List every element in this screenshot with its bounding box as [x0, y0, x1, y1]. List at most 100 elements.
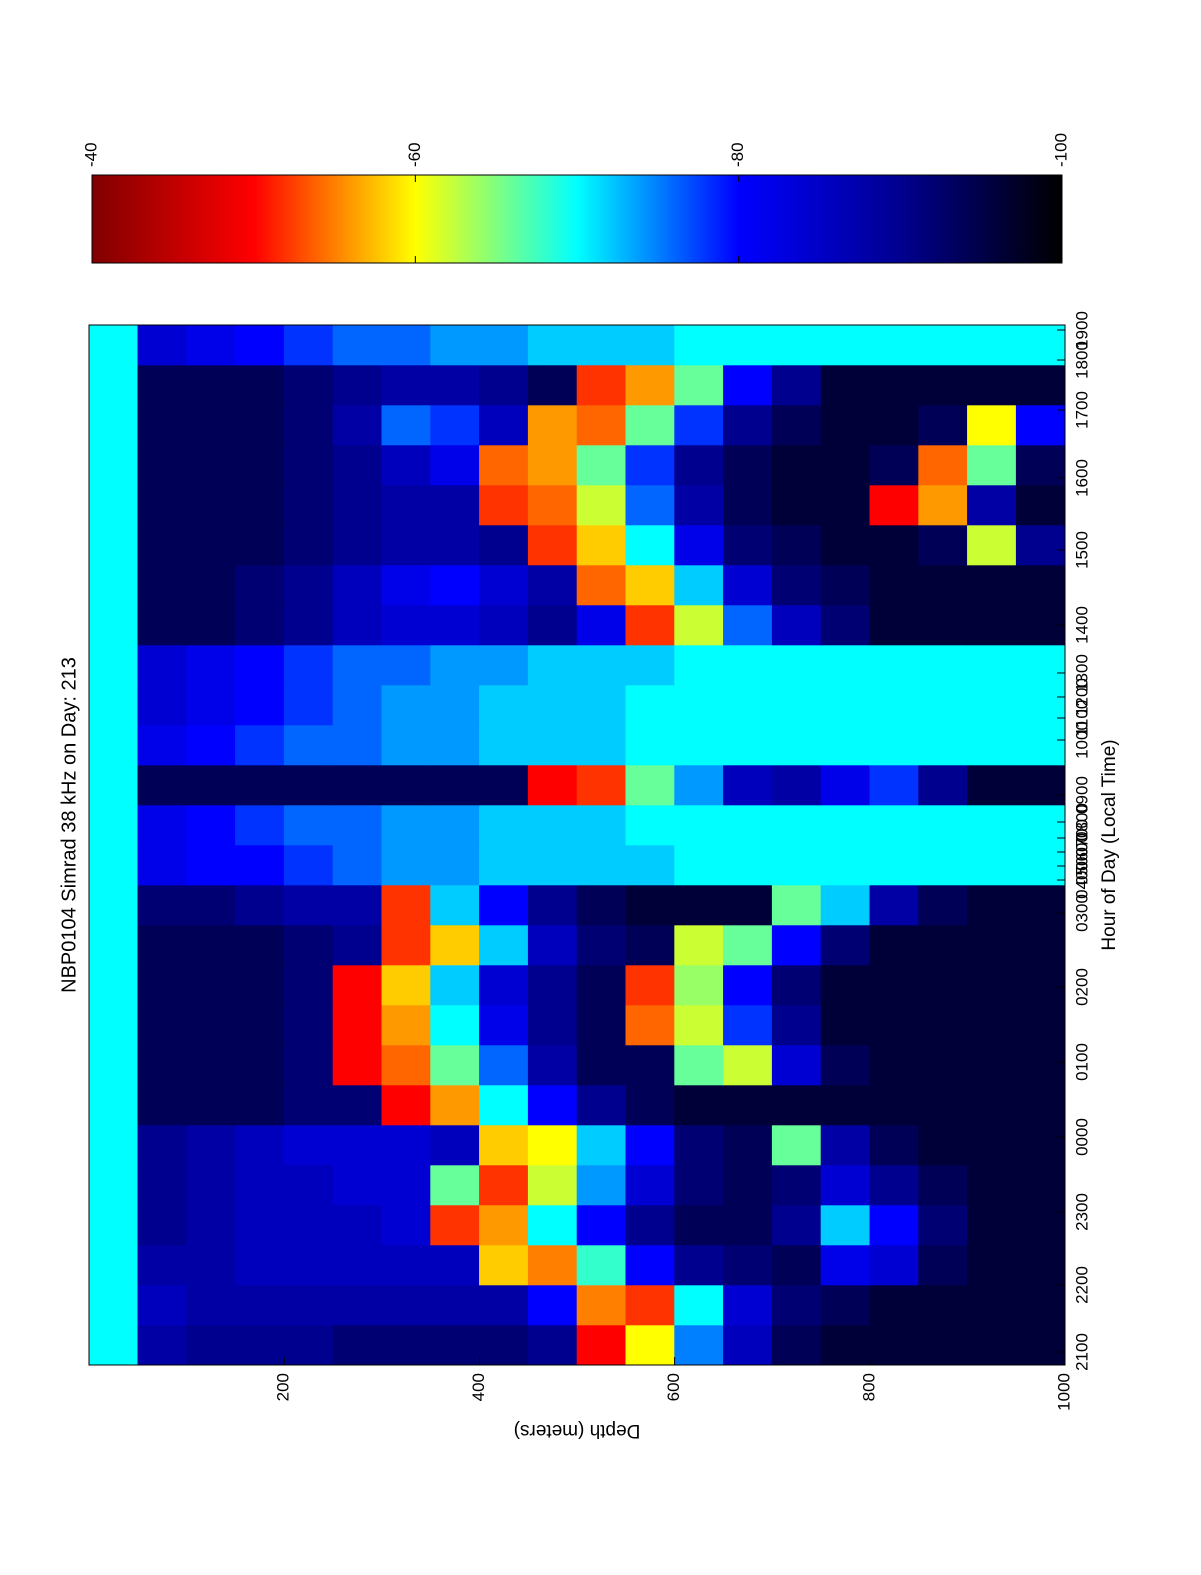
- heatmap-cell: [186, 804, 236, 846]
- heatmap-cell: [674, 564, 724, 606]
- heatmap-cell: [967, 404, 1017, 446]
- heatmap-cell: [918, 484, 968, 526]
- heatmap-cell: [723, 604, 773, 646]
- heatmap-cell: [869, 524, 919, 566]
- heatmap-cell: [527, 564, 578, 606]
- heatmap-cell: [625, 1044, 675, 1086]
- heatmap-cell: [186, 884, 236, 926]
- heatmap-cell: [1015, 684, 1066, 726]
- heatmap-cell: [967, 844, 1017, 886]
- heatmap-cell: [918, 1324, 968, 1366]
- heatmap-cell: [1015, 764, 1066, 806]
- heatmap-cell: [1015, 1124, 1066, 1166]
- heatmap-cell: [381, 1044, 431, 1086]
- heatmap-cell: [723, 804, 773, 846]
- heatmap-cell: [381, 404, 431, 446]
- heatmap-cell: [283, 1204, 334, 1246]
- heatmap-cell: [88, 924, 139, 966]
- x-tick-label: 1300: [1072, 654, 1091, 692]
- x-tick-label: 0400: [1072, 861, 1091, 899]
- heatmap-cell: [88, 1164, 139, 1206]
- heatmap-cell: [771, 1244, 822, 1286]
- heatmap-cell: [527, 804, 578, 846]
- heatmap-cell: [576, 604, 627, 646]
- heatmap-cell: [723, 484, 773, 526]
- heatmap-cell: [869, 1044, 919, 1086]
- heatmap-cell: [967, 964, 1017, 1006]
- heatmap-cell: [625, 604, 675, 646]
- heatmap-cell: [332, 524, 383, 566]
- heatmap-cell: [283, 1284, 334, 1326]
- heatmap-cell: [88, 644, 139, 686]
- heatmap-cell: [332, 1164, 383, 1206]
- heatmap-cell: [967, 1324, 1017, 1366]
- heatmap-cell: [283, 364, 334, 406]
- heatmap-cell: [771, 1204, 822, 1246]
- heatmap-cell: [820, 1204, 871, 1246]
- heatmap-cell: [332, 1244, 383, 1286]
- heatmap-cell: [625, 1284, 675, 1326]
- heatmap-cell: [430, 1084, 480, 1126]
- heatmap-cell: [674, 1244, 724, 1286]
- heatmap-cell: [479, 764, 529, 806]
- heatmap-cell: [820, 404, 871, 446]
- heatmap-cell: [918, 924, 968, 966]
- heatmap-cell: [479, 1244, 529, 1286]
- heatmap-cell: [869, 884, 919, 926]
- heatmap-cell: [527, 604, 578, 646]
- heatmap-cell: [869, 1204, 919, 1246]
- heatmap-cell: [186, 684, 236, 726]
- heatmap-cell: [1015, 1324, 1066, 1366]
- heatmap-cell: [625, 524, 675, 566]
- heatmap-cell: [430, 324, 480, 366]
- heatmap-cell: [820, 1164, 871, 1206]
- heatmap-cell: [137, 764, 187, 806]
- heatmap-cell: [235, 1284, 285, 1326]
- heatmap-cell: [479, 844, 529, 886]
- heatmap-cell: [918, 1164, 968, 1206]
- heatmap-cell: [332, 444, 383, 486]
- heatmap-cell: [430, 1004, 480, 1046]
- heatmap-cell: [137, 964, 187, 1006]
- heatmap-cell: [625, 364, 675, 406]
- heatmap-cell: [88, 1044, 139, 1086]
- heatmap-cell: [235, 444, 285, 486]
- heatmap-cell: [381, 444, 431, 486]
- heatmap-cell: [527, 1164, 578, 1206]
- heatmap-cell: [88, 444, 139, 486]
- x-tick-label: 1700: [1072, 391, 1091, 429]
- heatmap-cell: [332, 644, 383, 686]
- heatmap-cell: [723, 1204, 773, 1246]
- heatmap-cell: [1015, 444, 1066, 486]
- heatmap-cell: [137, 1004, 187, 1046]
- heatmap-cell: [527, 1204, 578, 1246]
- heatmap-cell: [527, 524, 578, 566]
- heatmap-cell: [576, 724, 627, 766]
- rotated-chart: NBP0104 Simrad 38 kHz on Day: 213 Hour o…: [58, 133, 1120, 1441]
- heatmap-cell: [479, 1324, 529, 1366]
- heatmap-cell: [381, 884, 431, 926]
- heatmap-cell: [820, 924, 871, 966]
- heatmap-cell: [820, 644, 871, 686]
- heatmap-cell: [625, 764, 675, 806]
- heatmap-cell: [625, 1124, 675, 1166]
- heatmap-cell: [576, 444, 627, 486]
- heatmap-cell: [771, 804, 822, 846]
- heatmap-cell: [186, 1244, 236, 1286]
- heatmap-cell: [186, 404, 236, 446]
- heatmap-cell: [625, 884, 675, 926]
- heatmap-cell: [283, 524, 334, 566]
- heatmap-cell: [430, 644, 480, 686]
- heatmap-cell: [674, 1164, 724, 1206]
- heatmap-cell: [918, 444, 968, 486]
- heatmap-cell: [186, 1324, 236, 1366]
- heatmap-cell: [771, 324, 822, 366]
- heatmap-cell: [723, 1004, 773, 1046]
- x-tick-label: 1600: [1072, 459, 1091, 497]
- heatmap-cell: [381, 324, 431, 366]
- heatmap-cell: [283, 1124, 334, 1166]
- axes-frame: [88, 324, 1066, 1366]
- heatmap-cell: [967, 724, 1017, 766]
- heatmap-cell: [723, 1084, 773, 1126]
- heatmap-cell: [625, 564, 675, 606]
